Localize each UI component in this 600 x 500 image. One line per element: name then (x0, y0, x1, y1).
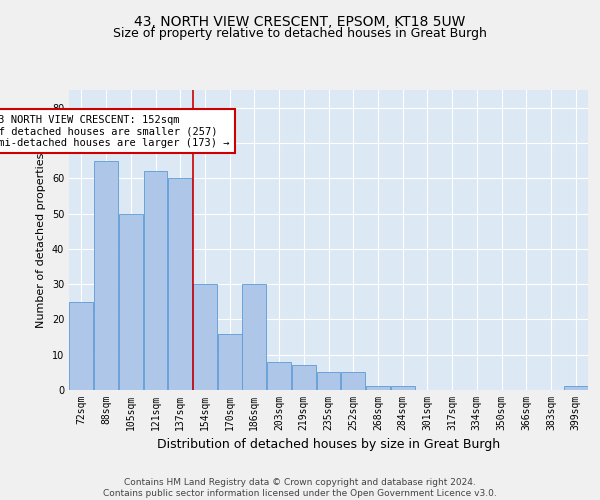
Bar (168, 178, 192, 390)
Bar (317, 372, 340, 390)
Bar (70, 302, 94, 390)
Text: 43 NORTH VIEW CRESCENT: 152sqm
← 60% of detached houses are smaller (257)
40% of: 43 NORTH VIEW CRESCENT: 152sqm ← 60% of … (0, 114, 230, 148)
Bar (94, 160, 118, 390)
X-axis label: Distribution of detached houses by size in Great Burgh: Distribution of detached houses by size … (157, 438, 500, 452)
Bar (242, 284, 266, 390)
Bar (391, 386, 415, 390)
Bar (119, 214, 143, 390)
Text: Contains HM Land Registry data © Crown copyright and database right 2024.
Contai: Contains HM Land Registry data © Crown c… (103, 478, 497, 498)
Bar (292, 366, 316, 390)
Text: Size of property relative to detached houses in Great Burgh: Size of property relative to detached ho… (113, 28, 487, 40)
Bar (366, 386, 390, 390)
Bar (341, 372, 365, 390)
Bar (193, 284, 217, 390)
Text: 43, NORTH VIEW CRESCENT, EPSOM, KT18 5UW: 43, NORTH VIEW CRESCENT, EPSOM, KT18 5UW (134, 15, 466, 29)
Bar (563, 386, 587, 390)
Bar (143, 171, 167, 390)
Y-axis label: Number of detached properties: Number of detached properties (36, 152, 46, 328)
Bar (218, 334, 242, 390)
Bar (267, 362, 291, 390)
